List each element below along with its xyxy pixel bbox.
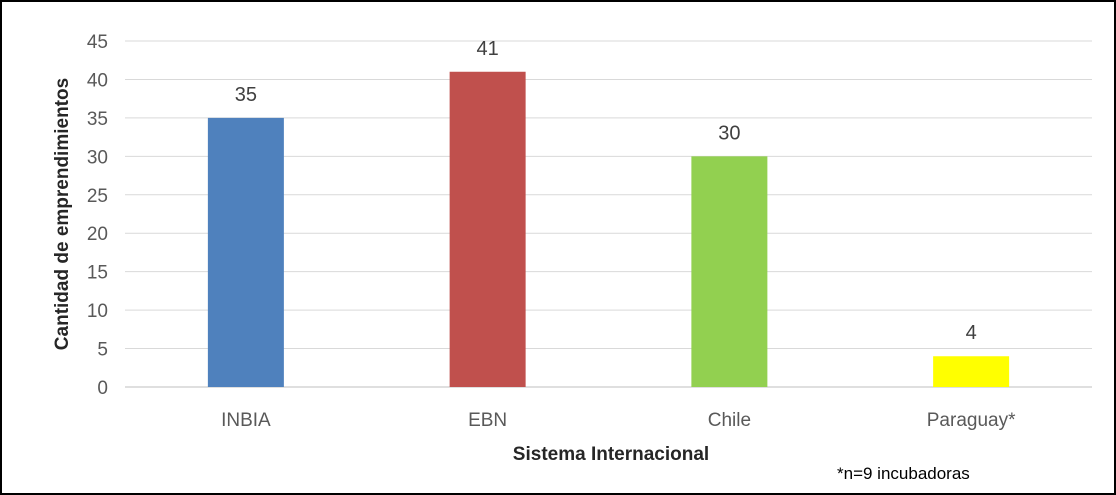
bar-chile <box>691 156 768 387</box>
bars <box>207 71 1010 387</box>
sample-note: *n=9 incubadoras <box>837 464 970 483</box>
bar-paraguay <box>933 356 1010 387</box>
data-label: 35 <box>235 84 257 106</box>
y-tick-label: 45 <box>87 32 108 53</box>
y-tick-label: 40 <box>87 70 108 91</box>
y-axis-ticks: 0 5 10 15 20 25 30 35 40 45 <box>87 32 108 399</box>
y-axis-title: Cantidad de emprendimientos <box>52 78 73 350</box>
y-tick-label: 5 <box>97 340 108 361</box>
y-tick-label: 10 <box>87 301 108 322</box>
data-labels: 35 41 30 4 <box>235 38 977 344</box>
y-tick-label: 0 <box>97 378 108 399</box>
y-tick-label: 35 <box>87 109 108 130</box>
x-tick-label: Paraguay* <box>927 410 1016 431</box>
y-tick-label: 20 <box>87 224 108 245</box>
data-label: 4 <box>966 322 977 344</box>
y-tick-label: 15 <box>87 263 108 284</box>
bar-inbia <box>207 117 284 387</box>
data-label: 30 <box>718 122 740 144</box>
gridlines <box>125 40 1092 388</box>
x-tick-label: EBN <box>468 410 507 431</box>
bar-ebn <box>449 71 526 387</box>
y-tick-label: 25 <box>87 186 108 207</box>
x-axis-ticks: INBIA EBN Chile Paraguay* <box>221 410 1016 431</box>
x-tick-label: INBIA <box>221 410 271 431</box>
y-tick-label: 30 <box>87 147 108 168</box>
x-axis-title: Sistema Internacional <box>513 444 709 465</box>
x-tick-label: Chile <box>708 410 751 431</box>
data-label: 41 <box>477 38 499 60</box>
